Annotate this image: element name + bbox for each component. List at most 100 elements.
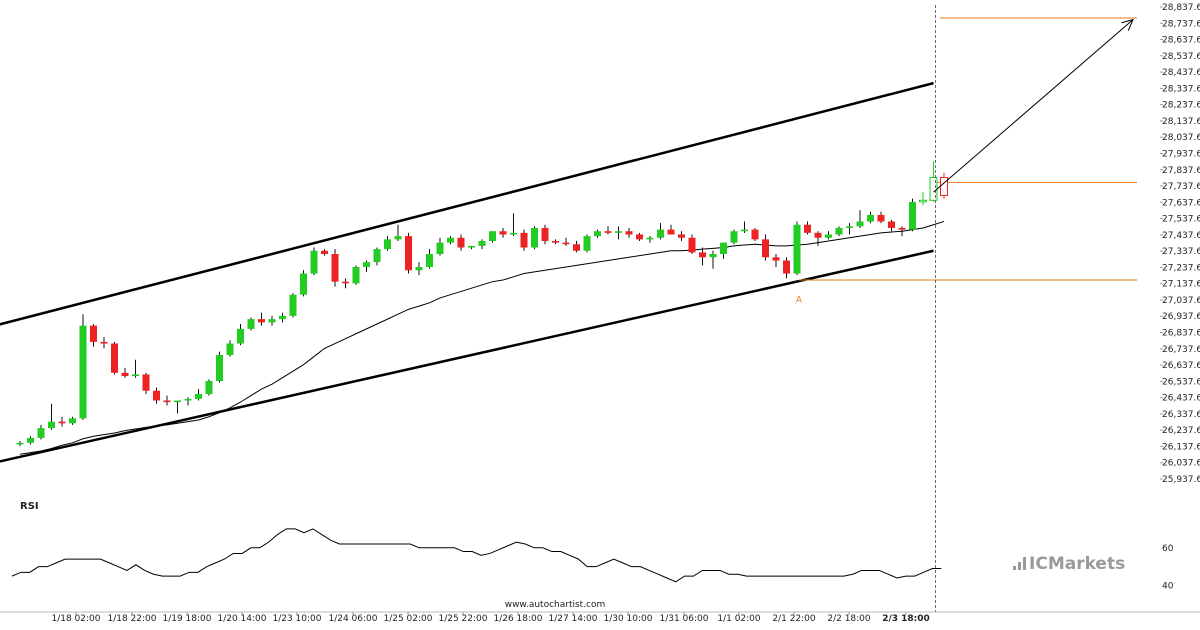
candle-body — [447, 237, 454, 243]
x-tick-label: 1/25 02:00 — [383, 614, 432, 624]
candle-body — [352, 267, 360, 284]
candle-body — [688, 237, 696, 253]
rsi-tick-label: 40 — [1162, 582, 1174, 592]
brand-watermark: ICMarkets — [1013, 554, 1125, 574]
candle-body — [279, 315, 286, 320]
pivot-marker-label: A — [796, 296, 803, 306]
candle-body — [79, 325, 87, 419]
candle-body — [678, 234, 685, 238]
y-tick-label: 26,937.6512 — [1162, 312, 1200, 322]
candle-body — [499, 231, 507, 235]
x-tick-label: 1/25 22:00 — [438, 614, 487, 624]
forecast-overlay: A — [796, 5, 1134, 612]
candle-body — [898, 227, 906, 230]
x-tick-label: 1/31 06:00 — [659, 614, 708, 624]
y-tick-label: 26,637.6512 — [1162, 361, 1200, 371]
rsi-panel: RSI 60 40 — [11, 501, 1174, 592]
x-tick-label: 1/18 02:00 — [51, 614, 100, 624]
candle-body — [289, 294, 297, 316]
candle-body — [58, 421, 66, 424]
candle-body — [415, 267, 423, 271]
x-tick-label: 1/24 06:00 — [328, 614, 377, 624]
y-tick-label: 26,037.6512 — [1162, 459, 1200, 469]
x-tick-label: 1/30 10:00 — [603, 614, 652, 624]
candle-body — [163, 400, 171, 403]
candle-body — [457, 237, 465, 248]
y-tick-label: 27,237.6512 — [1162, 263, 1200, 273]
channel-lower-line — [0, 249, 934, 463]
y-tick-label: 28,137.6512 — [1162, 117, 1200, 127]
candle-body — [37, 428, 45, 438]
candle-body — [237, 328, 244, 344]
candle-body — [478, 240, 486, 246]
forecast-arrow-line — [933, 19, 1134, 193]
candle-body — [216, 354, 223, 381]
y-tick-label: 28,437.6512 — [1162, 68, 1200, 78]
candle-body — [867, 214, 874, 222]
moving-average — [19, 220, 945, 455]
y-tick-label: 27,837.6512 — [1162, 166, 1200, 176]
y-tick-label: 28,237.6512 — [1162, 101, 1200, 111]
candle-body — [405, 236, 412, 271]
channel-upper-line — [0, 81, 934, 326]
candle-body — [195, 393, 202, 399]
candle-body — [856, 221, 864, 227]
candle-body — [520, 232, 528, 248]
y-tick-label: 28,637.6512 — [1162, 36, 1200, 46]
x-tick-label: 2/1 22:00 — [772, 614, 816, 624]
x-tick-label: 1/23 10:00 — [272, 614, 321, 624]
candle-body — [825, 234, 832, 238]
brand-name-markets: Markets — [1048, 554, 1125, 574]
candle-body — [153, 390, 160, 401]
price-axis: 28,837.6512 28,737.6512 28,637.6512 28,537.… — [1160, 3, 1200, 485]
candle-body — [940, 177, 948, 196]
x-tick-label: 1/26 18:00 — [493, 614, 542, 624]
y-tick-label: 27,637.6512 — [1162, 198, 1200, 208]
candle-body — [48, 421, 55, 429]
candle-body — [552, 240, 559, 243]
candle-body — [762, 239, 769, 258]
candle-body — [793, 224, 801, 274]
candle-body — [814, 232, 822, 238]
candle-body — [121, 372, 129, 377]
candle-body — [142, 374, 150, 391]
candle-body — [636, 234, 643, 240]
y-tick-label: 26,537.6512 — [1162, 377, 1200, 387]
candle-body — [226, 343, 234, 355]
candle-body — [741, 229, 748, 232]
brand-name-ic: IC — [1029, 554, 1048, 574]
candle-body — [699, 252, 706, 258]
y-tick-label: 26,237.6512 — [1162, 426, 1200, 436]
candle-body — [426, 254, 433, 268]
y-tick-label: 27,437.6512 — [1162, 231, 1200, 241]
y-tick-label: 26,737.6512 — [1162, 345, 1200, 355]
y-tick-label: 27,537.6512 — [1162, 215, 1200, 225]
y-tick-label: 28,537.6512 — [1162, 52, 1200, 62]
candle-body — [909, 201, 916, 230]
candle-body — [510, 232, 517, 235]
candle-body — [877, 214, 885, 222]
candle-body — [184, 398, 192, 401]
x-tick-label: 1/27 14:00 — [548, 614, 597, 624]
y-tick-label: 26,837.6512 — [1162, 329, 1200, 339]
candle-body — [573, 244, 580, 251]
y-tick-label: 27,737.6512 — [1162, 182, 1200, 192]
candle-body — [720, 242, 727, 255]
y-tick-label: 27,137.6512 — [1162, 280, 1200, 290]
y-tick-label: 26,337.6512 — [1162, 410, 1200, 420]
candle-body — [783, 260, 790, 274]
candle-body — [562, 242, 570, 245]
x-tick-label: 1/1 02:00 — [717, 614, 761, 624]
candle-body — [751, 229, 759, 240]
candle-body — [919, 199, 927, 203]
candle-body — [646, 237, 654, 240]
y-tick-label: 26,137.6512 — [1162, 442, 1200, 452]
candle-body — [625, 231, 633, 235]
candle-body — [342, 281, 349, 284]
x-tick-label: 1/20 14:00 — [217, 614, 266, 624]
y-tick-label: 27,337.6512 — [1162, 247, 1200, 257]
x-tick-label: 2/3 18:00 — [882, 614, 930, 624]
candle-body — [436, 242, 444, 255]
candle-body — [615, 231, 622, 233]
